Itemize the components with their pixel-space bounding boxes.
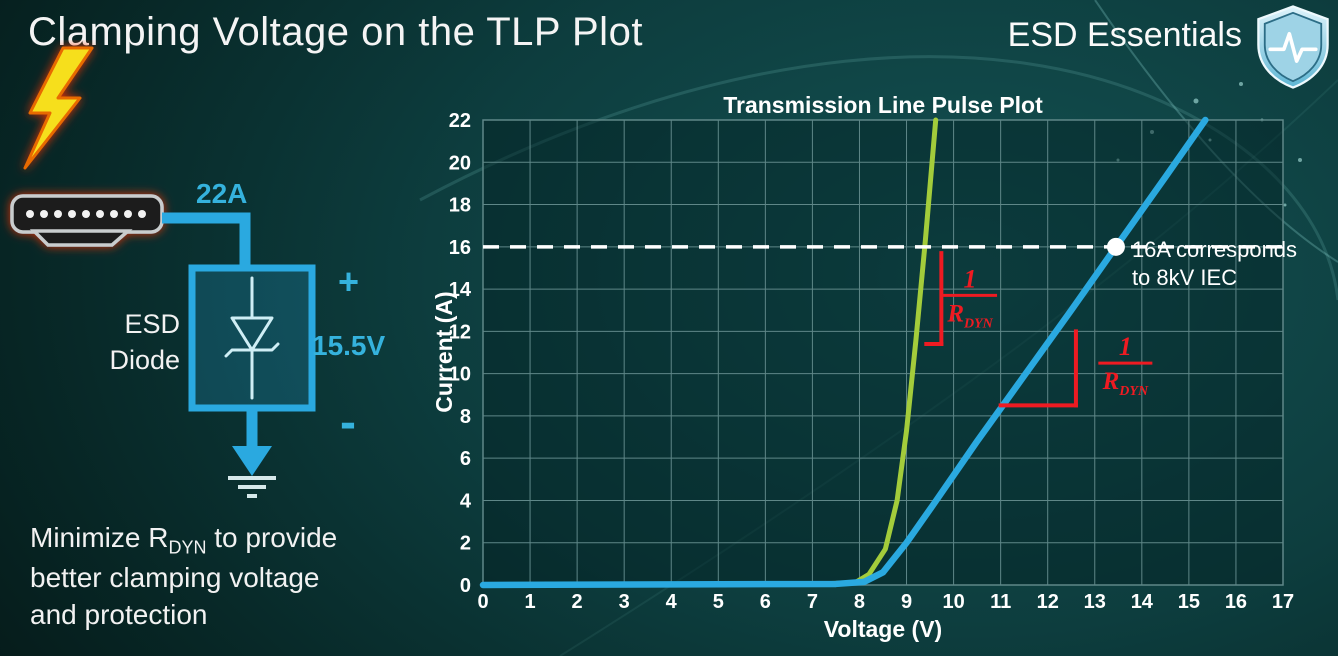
rdyn-fraction-numerator: 1 — [964, 264, 977, 293]
hdmi-connector-icon — [10, 194, 164, 247]
rdyn-fraction-numerator: 1 — [1119, 332, 1132, 361]
rdyn-subscript: DYN — [168, 537, 207, 558]
y-tick-label: 18 — [449, 195, 471, 217]
x-tick-label: 9 — [901, 591, 912, 613]
chart-series — [479, 116, 1209, 589]
marker-label-line2: to 8kV IEC — [1132, 265, 1237, 290]
x-tick-label: 0 — [477, 591, 488, 613]
brand-name: ESD Essentials — [1007, 16, 1242, 54]
caption-line1: Minimize RDYN to provide — [30, 522, 338, 558]
marker-label-line1: 16A corresponds — [1132, 237, 1297, 262]
x-tick-label: 11 — [990, 591, 1011, 613]
x-tick-label: 6 — [760, 591, 771, 613]
wire — [162, 212, 251, 268]
caption-line3: and protection — [30, 599, 208, 631]
device-label-line1: ESD — [124, 309, 180, 339]
swoosh-curve — [419, 55, 1338, 301]
plus-polarity-label: + — [338, 261, 359, 302]
caption-line2: better clamping voltage — [30, 562, 320, 594]
plot-border — [482, 119, 1284, 586]
chart-annotations: 1 RDYN 1 RDYN — [924, 251, 1153, 408]
x-tick-label: 5 — [713, 591, 724, 613]
rdyn-fraction-denominator: RDYN — [946, 300, 993, 331]
y-tick-label: 14 — [449, 279, 472, 301]
y-tick-label: 2 — [460, 533, 471, 555]
x-tick-label: 4 — [666, 591, 678, 613]
marker-dot — [1106, 237, 1125, 256]
x-tick-label: 16 — [1225, 591, 1247, 613]
swoosh-curve — [1094, 0, 1338, 263]
x-tick-label: 3 — [619, 591, 630, 613]
y-axis-label: Current (A) — [435, 291, 457, 412]
sparkle-dots — [1116, 82, 1302, 207]
x-tick-label: 17 — [1272, 591, 1294, 613]
ground-symbol — [228, 408, 276, 498]
chart-grid — [482, 119, 1284, 586]
x-tick-label: 12 — [1037, 591, 1059, 613]
minus-polarity-label: - — [340, 396, 356, 449]
x-tick-label: 13 — [1084, 591, 1106, 613]
x-tick-label: 14 — [1131, 591, 1154, 613]
y-tick-label: 6 — [460, 448, 471, 470]
blue-curve-high-rdyn — [479, 116, 1209, 589]
esd-circuit-diagram: 22A ESD Diode + 15.5V - — [10, 46, 385, 498]
y-tick-label: 12 — [449, 321, 471, 343]
caption: Minimize RDYN to provide better clamping… — [30, 520, 460, 634]
x-tick-label: 1 — [524, 591, 535, 613]
chart-tick-labels: 0 1 2 3 4 5 6 7 8 9 10 11 12 13 14 15 16 1702468101214161… — [449, 110, 1294, 613]
plot-area — [483, 120, 1283, 585]
x-tick-label: 8 — [854, 591, 865, 613]
y-tick-label: 22 — [449, 110, 471, 132]
x-tick-label: 7 — [807, 591, 818, 613]
pulse-waveform-icon — [1268, 31, 1318, 63]
y-tick-label: 10 — [449, 364, 471, 386]
rdyn-fraction-denominator: RDYN — [1102, 368, 1149, 399]
lightning-bolt-icon — [23, 46, 94, 170]
x-tick-label: 15 — [1178, 591, 1200, 613]
y-tick-label: 16 — [449, 237, 471, 259]
y-tick-label: 8 — [460, 406, 471, 428]
x-axis-label: Voltage (V) — [824, 616, 942, 642]
zener-diode-symbol — [224, 276, 280, 400]
device-label-line2: Diode — [109, 345, 180, 375]
y-tick-label: 4 — [460, 490, 472, 512]
esd-shield-icon — [1257, 5, 1329, 89]
page-title: Clamping Voltage on the TLP Plot — [28, 10, 643, 54]
y-tick-label: 0 — [460, 575, 471, 597]
surge-current-label: 22A — [196, 178, 247, 209]
x-tick-label: 10 — [942, 591, 964, 613]
chart-title: Transmission Line Pulse Plot — [723, 92, 1043, 118]
chart-reference: 16A corresponds to 8kV IEC — [483, 237, 1297, 290]
x-tick-label: 2 — [572, 591, 583, 613]
y-tick-label: 20 — [449, 152, 471, 174]
swoosh-curve — [559, 79, 1338, 656]
clamp-voltage-label: 15.5V — [312, 330, 385, 361]
